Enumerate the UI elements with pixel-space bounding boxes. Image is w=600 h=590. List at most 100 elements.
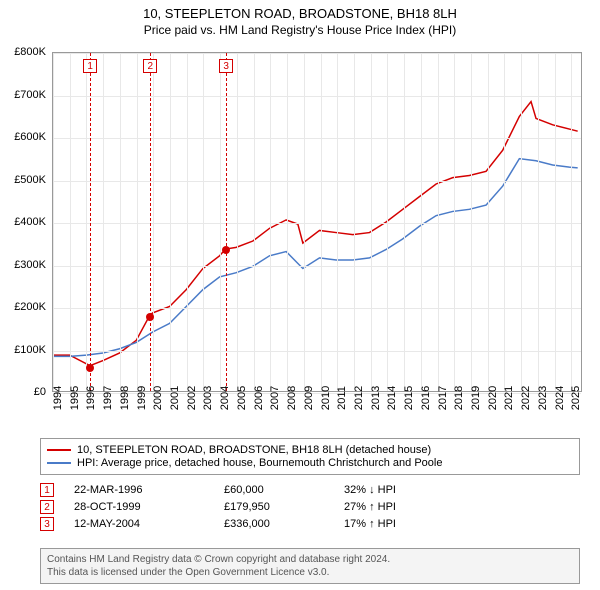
legend-swatch [47, 449, 71, 451]
x-tick-label: 2014 [386, 386, 398, 410]
gridline-vertical [421, 53, 422, 391]
gridline-horizontal [53, 53, 581, 54]
gridline-vertical [571, 53, 572, 391]
chart-lines-svg [53, 53, 581, 391]
x-tick-label: 2000 [152, 386, 164, 410]
y-axis: £0£100K£200K£300K£400K£500K£600K£700K£80… [0, 52, 50, 392]
legend-row: 10, STEEPLETON ROAD, BROADSTONE, BH18 8L… [47, 444, 573, 456]
x-tick-label: 2011 [336, 386, 348, 410]
gridline-vertical [404, 53, 405, 391]
x-tick-label: 2013 [370, 386, 382, 410]
transaction-row: 3 12-MAY-2004£336,00017% ↑ HPI [40, 517, 580, 531]
gridline-vertical [153, 53, 154, 391]
gridline-horizontal [53, 223, 581, 224]
legend-label: HPI: Average price, detached house, Bour… [77, 457, 442, 469]
transaction-row: 228-OCT-1999£179,95027% ↑ HPI [40, 500, 580, 514]
x-tick-label: 2010 [320, 386, 332, 410]
gridline-vertical [387, 53, 388, 391]
marker-number-box: 3 [219, 59, 233, 73]
gridline-vertical [254, 53, 255, 391]
x-tick-label: 2003 [202, 386, 214, 410]
gridline-vertical [70, 53, 71, 391]
transaction-delta: 32% ↓ HPI [344, 484, 464, 496]
x-tick-label: 2004 [219, 386, 231, 410]
x-tick-label: 2021 [503, 386, 515, 410]
x-tick-label: 2012 [353, 386, 365, 410]
title-address: 10, STEEPLETON ROAD, BROADSTONE, BH18 8L… [0, 6, 600, 21]
gridline-horizontal [53, 138, 581, 139]
gridline-vertical [504, 53, 505, 391]
y-tick-label: £800K [14, 46, 46, 58]
transaction-delta: 27% ↑ HPI [344, 501, 464, 513]
marker-dot [86, 364, 94, 372]
gridline-vertical [170, 53, 171, 391]
title-block: 10, STEEPLETON ROAD, BROADSTONE, BH18 8L… [0, 0, 600, 37]
gridline-vertical [220, 53, 221, 391]
gridline-vertical [287, 53, 288, 391]
gridline-horizontal [53, 96, 581, 97]
gridline-horizontal [53, 308, 581, 309]
gridline-horizontal [53, 266, 581, 267]
chart-container: 10, STEEPLETON ROAD, BROADSTONE, BH18 8L… [0, 0, 600, 590]
gridline-vertical [488, 53, 489, 391]
gridline-vertical [137, 53, 138, 391]
footer-attribution: Contains HM Land Registry data © Crown c… [40, 548, 580, 584]
x-tick-label: 2024 [554, 386, 566, 410]
x-tick-label: 2015 [403, 386, 415, 410]
marker-dashed-line [90, 53, 91, 391]
legend-row: HPI: Average price, detached house, Bour… [47, 457, 573, 469]
x-tick-label: 1998 [119, 386, 131, 410]
y-tick-label: £300K [14, 259, 46, 271]
x-tick-label: 2006 [253, 386, 265, 410]
x-tick-label: 1995 [69, 386, 81, 410]
transaction-row: 122-MAR-1996£60,00032% ↓ HPI [40, 483, 580, 497]
x-tick-label: 2019 [470, 386, 482, 410]
transaction-date: 22-MAR-1996 [74, 484, 224, 496]
marker-dot [146, 313, 154, 321]
gridline-vertical [471, 53, 472, 391]
gridline-vertical [538, 53, 539, 391]
gridline-horizontal [53, 351, 581, 352]
x-axis: 1994199519961997199819992000200120022003… [52, 394, 582, 434]
gridline-vertical [337, 53, 338, 391]
gridline-vertical [270, 53, 271, 391]
y-tick-label: £100K [14, 344, 46, 356]
y-tick-label: £500K [14, 174, 46, 186]
x-tick-label: 2025 [570, 386, 582, 410]
transaction-number-box: 1 [40, 483, 54, 497]
x-tick-label: 2023 [537, 386, 549, 410]
gridline-vertical [53, 53, 54, 391]
footer-line1: Contains HM Land Registry data © Crown c… [47, 553, 573, 566]
legend-label: 10, STEEPLETON ROAD, BROADSTONE, BH18 8L… [77, 444, 431, 456]
transaction-price: £336,000 [224, 518, 344, 530]
x-tick-label: 2009 [303, 386, 315, 410]
y-tick-label: £700K [14, 89, 46, 101]
y-tick-label: £400K [14, 216, 46, 228]
x-tick-label: 2001 [169, 386, 181, 410]
gridline-vertical [120, 53, 121, 391]
footer-line2: This data is licensed under the Open Gov… [47, 566, 573, 579]
marker-number-box: 2 [143, 59, 157, 73]
gridline-vertical [187, 53, 188, 391]
y-tick-label: £600K [14, 131, 46, 143]
x-tick-label: 2008 [286, 386, 298, 410]
x-tick-label: 2002 [186, 386, 198, 410]
gridline-vertical [86, 53, 87, 391]
marker-dashed-line [150, 53, 151, 391]
gridline-horizontal [53, 181, 581, 182]
transaction-date: 12-MAY-2004 [74, 518, 224, 530]
gridline-vertical [203, 53, 204, 391]
x-tick-label: 2018 [453, 386, 465, 410]
x-tick-label: 2007 [269, 386, 281, 410]
legend-box: 10, STEEPLETON ROAD, BROADSTONE, BH18 8L… [40, 438, 580, 475]
x-tick-label: 2022 [520, 386, 532, 410]
marker-number-box: 1 [83, 59, 97, 73]
x-tick-label: 2020 [487, 386, 499, 410]
transaction-number-box: 3 [40, 517, 54, 531]
marker-dot [222, 246, 230, 254]
gridline-vertical [321, 53, 322, 391]
x-tick-label: 1994 [52, 386, 64, 410]
y-tick-label: £0 [34, 386, 46, 398]
gridline-vertical [438, 53, 439, 391]
transaction-delta: 17% ↑ HPI [344, 518, 464, 530]
